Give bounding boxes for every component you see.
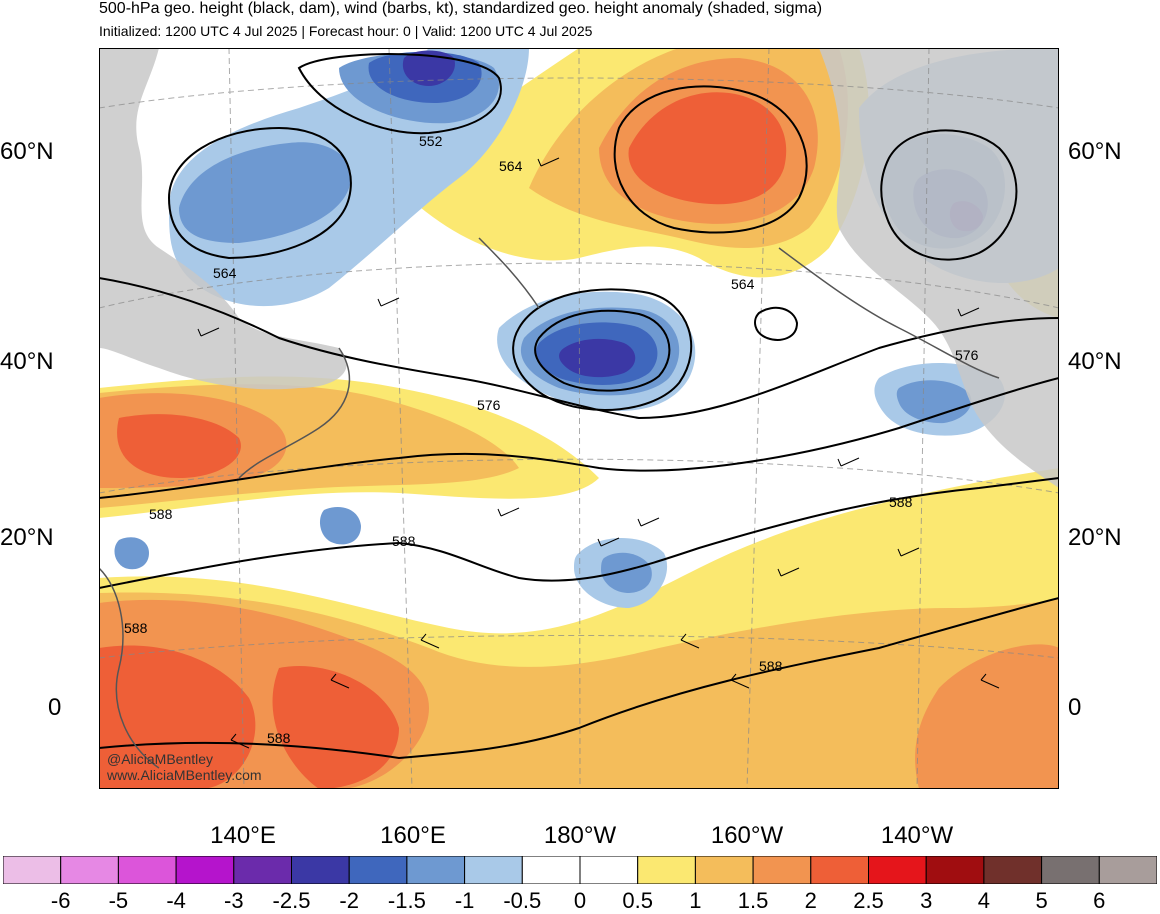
lon-label-140e: 140°E bbox=[210, 822, 276, 849]
colorbar-tick-label: -6 bbox=[50, 888, 71, 913]
graticule bbox=[99, 48, 1059, 789]
contour-label-588-b: 588 bbox=[392, 533, 416, 549]
contour-label-588-c: 588 bbox=[889, 494, 913, 510]
lon-label-140w: 140°W bbox=[880, 822, 954, 849]
colorbar-tick-label: 2 bbox=[804, 888, 817, 913]
colorbar-swatch bbox=[925, 856, 985, 884]
anomaly-colorbar bbox=[3, 856, 1157, 884]
colorbar-tick-label: -4 bbox=[166, 888, 186, 913]
anomaly-cold-sub-1 bbox=[601, 552, 652, 593]
colorbar-swatch bbox=[521, 856, 581, 884]
colorbar-swatch bbox=[348, 856, 408, 884]
lat-label-right-40n: 40°N bbox=[1068, 348, 1122, 375]
colorbar-tick-label: 1.5 bbox=[737, 888, 769, 913]
colorbar-swatch bbox=[868, 856, 927, 884]
colorbar-swatch bbox=[291, 856, 350, 884]
anomaly-hot-spot-sw bbox=[99, 645, 256, 789]
map-border bbox=[99, 48, 1059, 789]
colorbar-tick-label: -1 bbox=[454, 888, 475, 913]
contour-label-588-f: 588 bbox=[267, 730, 291, 746]
lat-label-right-0: 0 bbox=[1068, 694, 1082, 721]
lat-label-left-0: 0 bbox=[48, 694, 62, 721]
land-asia bbox=[99, 48, 347, 390]
colorbar-swatch bbox=[1098, 856, 1157, 884]
contour-label-564-b: 564 bbox=[213, 265, 237, 281]
colorbar-tick-label: 2.5 bbox=[853, 888, 884, 913]
anomaly-cold-n-core bbox=[402, 50, 455, 86]
colorbar-tick-label: 1 bbox=[689, 888, 702, 913]
map-title: 500-hPa geo. height (black, dam), wind (… bbox=[99, 0, 823, 17]
colorbar-tick-label: -1.5 bbox=[387, 888, 426, 913]
colorbar-swatch bbox=[3, 856, 62, 884]
lat-label-left-60n: 60°N bbox=[0, 138, 54, 165]
contour-label-552: 552 bbox=[419, 133, 443, 149]
anomaly-hot-east-asia bbox=[117, 414, 241, 478]
watermark-handle: @AliciaMBentley bbox=[107, 751, 213, 767]
contour-label-588-d: 588 bbox=[124, 620, 148, 636]
coastlines bbox=[99, 237, 1000, 769]
colorbar-tick-label: -3 bbox=[224, 888, 244, 913]
colorbar-swatch bbox=[694, 856, 754, 884]
colorbar-swatch bbox=[1041, 856, 1100, 884]
anomaly-warm-region-se bbox=[915, 644, 1059, 789]
wind-barbs bbox=[197, 157, 1000, 749]
anomaly-cold-center-core bbox=[559, 338, 636, 378]
colorbar-tick-label: 0 bbox=[573, 888, 587, 913]
lat-label-left-40n: 40°N bbox=[0, 348, 54, 375]
anomaly-cold-east-1 bbox=[896, 380, 972, 424]
colorbar-tick-label: 3 bbox=[920, 888, 933, 913]
contour-label-576-b: 576 bbox=[955, 347, 979, 363]
map-subtitle: Initialized: 1200 UTC 4 Jul 2025 | Forec… bbox=[99, 23, 593, 39]
colorbar-swatch bbox=[752, 856, 812, 884]
contour-label-576-a: 576 bbox=[477, 397, 501, 413]
colorbar-tick-label: 5 bbox=[1035, 888, 1048, 913]
lat-label-right-20n: 20°N bbox=[1068, 524, 1122, 551]
lat-label-right-60n: 60°N bbox=[1068, 138, 1122, 165]
colorbar-swatch bbox=[117, 856, 177, 884]
colorbar-tick-label: 0.5 bbox=[622, 888, 653, 913]
colorbar-tick-label: -5 bbox=[108, 888, 129, 913]
colorbar-swatch bbox=[175, 856, 235, 884]
anomaly-cold-small-sw bbox=[114, 537, 149, 570]
colorbar-swatch bbox=[579, 856, 639, 884]
colorbar-tick-label: -2.5 bbox=[272, 888, 311, 913]
colorbar-tick-label: 4 bbox=[977, 888, 991, 913]
lon-label-160w: 160°W bbox=[710, 822, 784, 849]
colorbar-swatch bbox=[60, 856, 119, 884]
colorbar-tick-label: -0.5 bbox=[503, 888, 542, 913]
colorbar-swatch bbox=[406, 856, 466, 884]
contour-label-564-c: 564 bbox=[731, 276, 755, 292]
anomaly-warm-ridge-north-2p5 bbox=[628, 92, 787, 205]
contour-label-564-a: 564 bbox=[499, 158, 523, 174]
colorbar-swatch bbox=[233, 856, 293, 884]
contour-label-588-e: 588 bbox=[759, 658, 783, 674]
colorbar-swatch bbox=[637, 856, 696, 884]
anomaly-hot-spot-sw-2 bbox=[272, 666, 399, 789]
anomaly-cold-small-w bbox=[319, 506, 361, 545]
colorbar-tick-label: 6 bbox=[1093, 888, 1106, 913]
watermark-url: www.AliciaMBentley.com bbox=[106, 767, 262, 783]
colorbar-swatch bbox=[464, 856, 523, 884]
height-contours bbox=[99, 53, 1059, 760]
colorbar-swatch bbox=[983, 856, 1043, 884]
anomaly-map: 552 564 564 564 576 576 588 588 588 588 … bbox=[99, 48, 1059, 789]
contour-label-588-a: 588 bbox=[149, 506, 173, 522]
lat-label-left-20n: 20°N bbox=[0, 524, 54, 551]
lon-label-160e: 160°E bbox=[380, 822, 446, 849]
colorbar-tick-label: -2 bbox=[339, 888, 359, 913]
lon-label-180w: 180°W bbox=[543, 822, 617, 849]
colorbar-swatch bbox=[810, 856, 869, 884]
anomaly-cold-nw-1 bbox=[179, 142, 351, 243]
